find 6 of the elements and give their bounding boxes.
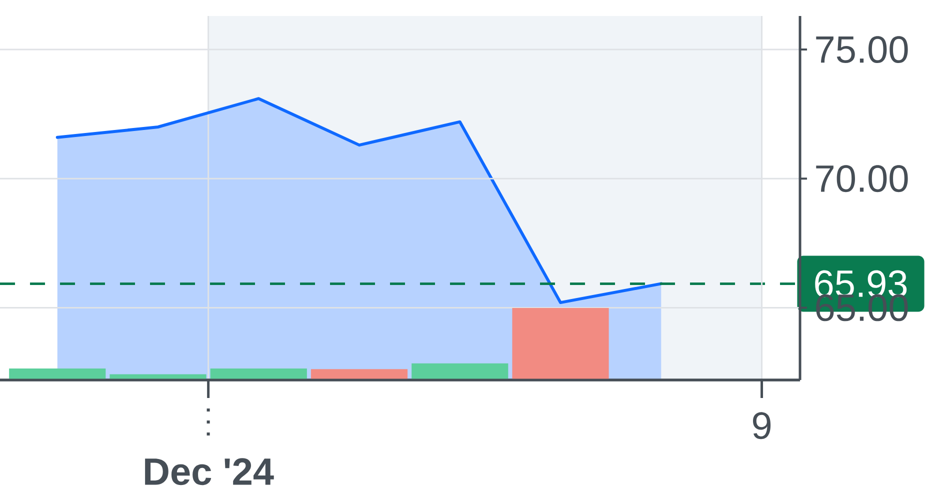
bar xyxy=(512,308,609,380)
bar xyxy=(412,363,508,380)
text: Dec '24 xyxy=(145,458,274,486)
y-tick-label: 75.00 xyxy=(816,36,908,64)
x-tick-label: 9 xyxy=(752,412,771,440)
y-tick-label: 70.00 xyxy=(816,165,908,192)
